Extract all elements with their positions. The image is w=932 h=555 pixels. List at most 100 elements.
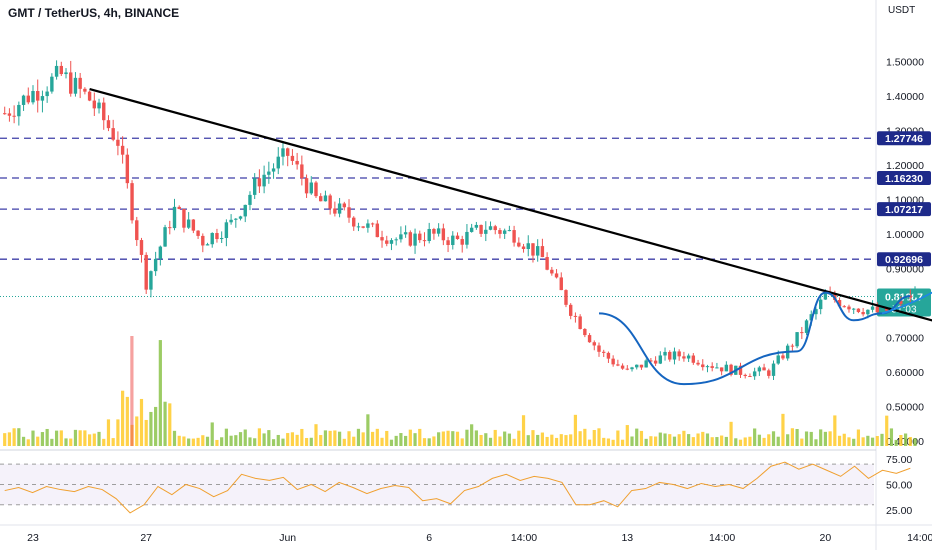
volume-bar <box>776 436 780 446</box>
candle-body <box>880 307 884 313</box>
volume-bar <box>26 439 30 446</box>
volume-bar <box>97 431 101 446</box>
candle-body <box>271 168 276 172</box>
candle-body <box>436 228 441 234</box>
price-tick-label: 0.70000 <box>886 333 924 345</box>
volume-bar <box>908 437 912 446</box>
volume-bar <box>281 438 285 446</box>
volume-bar <box>371 431 375 446</box>
candle-body <box>243 204 247 217</box>
candle-body <box>663 351 667 356</box>
candle-body <box>611 358 615 365</box>
candle-body <box>885 307 889 311</box>
candle-body <box>163 227 167 247</box>
volume-bar <box>913 438 917 446</box>
volume-bar <box>800 438 804 446</box>
volume-bar <box>196 437 200 446</box>
candle-body <box>696 362 700 365</box>
volume-bar <box>413 433 417 446</box>
price-level-label: 1.16230 <box>885 173 923 185</box>
candle-body <box>446 240 450 246</box>
cup-pattern-curve <box>598 291 826 386</box>
volume-bar <box>748 436 752 446</box>
candle-body <box>550 269 554 274</box>
candle-body <box>432 228 436 234</box>
volume-bar <box>498 436 502 446</box>
volume-bar <box>668 434 672 446</box>
candle-body <box>856 308 861 313</box>
candle-body <box>842 306 846 308</box>
candle-body <box>441 228 446 241</box>
volume-bar <box>479 434 483 446</box>
candle-body <box>776 355 780 364</box>
volume-bar <box>300 428 304 446</box>
volume-bar <box>606 438 611 446</box>
volume-bar <box>767 434 771 446</box>
time-tick-label: 20 <box>820 532 832 544</box>
volume-bar <box>663 433 667 446</box>
candle-body <box>295 160 299 165</box>
candle-body <box>380 237 384 241</box>
candle-body <box>682 356 686 359</box>
candle-body <box>26 95 30 103</box>
candle-body <box>111 128 115 140</box>
volume-bar <box>375 428 379 446</box>
candle-body <box>130 183 134 221</box>
volume-bar <box>569 434 573 446</box>
candle-body <box>465 231 469 245</box>
volume-bar <box>116 419 120 446</box>
candle-body <box>158 246 163 259</box>
candle-body <box>210 233 214 245</box>
time-tick-label: 6 <box>426 532 432 544</box>
candle-body <box>814 309 818 315</box>
candle-body <box>521 246 526 249</box>
price-level-tag <box>877 131 931 146</box>
volume-bar <box>743 437 747 446</box>
volume-bar <box>691 437 695 446</box>
volume-bar <box>408 429 412 446</box>
volume-bar <box>828 431 832 446</box>
volume-bar <box>205 436 210 446</box>
volume-bar <box>899 434 903 446</box>
volume-bar <box>243 429 247 446</box>
candle-body <box>545 257 549 270</box>
volume-bar <box>54 430 59 446</box>
candle-body <box>149 271 153 290</box>
volume-bar <box>512 438 516 446</box>
candle-body <box>403 232 408 235</box>
volume-bar <box>592 430 596 446</box>
candle-body <box>40 96 45 101</box>
volume-bar <box>337 431 342 446</box>
candle-body <box>649 360 653 362</box>
candle-body <box>526 243 530 249</box>
candle-body <box>219 237 224 240</box>
candle-body <box>861 312 865 315</box>
candle-body <box>460 239 464 245</box>
candle-body <box>224 222 229 238</box>
price-tick-label: 1.50000 <box>886 56 924 68</box>
candle-body <box>875 306 879 313</box>
volume-bar <box>88 434 92 446</box>
volume-bar <box>12 428 16 446</box>
candle-body <box>502 230 507 234</box>
candle-body <box>578 316 582 329</box>
candle-body <box>493 226 497 231</box>
candle-body <box>328 195 332 209</box>
volume-bar <box>503 431 507 446</box>
volume-bar <box>465 429 469 446</box>
volume-bar <box>710 437 714 446</box>
candle-body <box>719 367 724 372</box>
candle-body <box>587 335 592 343</box>
volume-bar <box>187 438 191 446</box>
candle-body <box>517 242 521 247</box>
volume-bar <box>819 429 823 446</box>
volume-bar <box>342 438 346 446</box>
volume-bar <box>644 438 648 446</box>
candle-body <box>45 91 49 97</box>
volume-bar <box>394 435 398 446</box>
candle-body <box>135 220 139 241</box>
volume-bar <box>102 438 106 446</box>
volume-bar <box>295 434 299 446</box>
